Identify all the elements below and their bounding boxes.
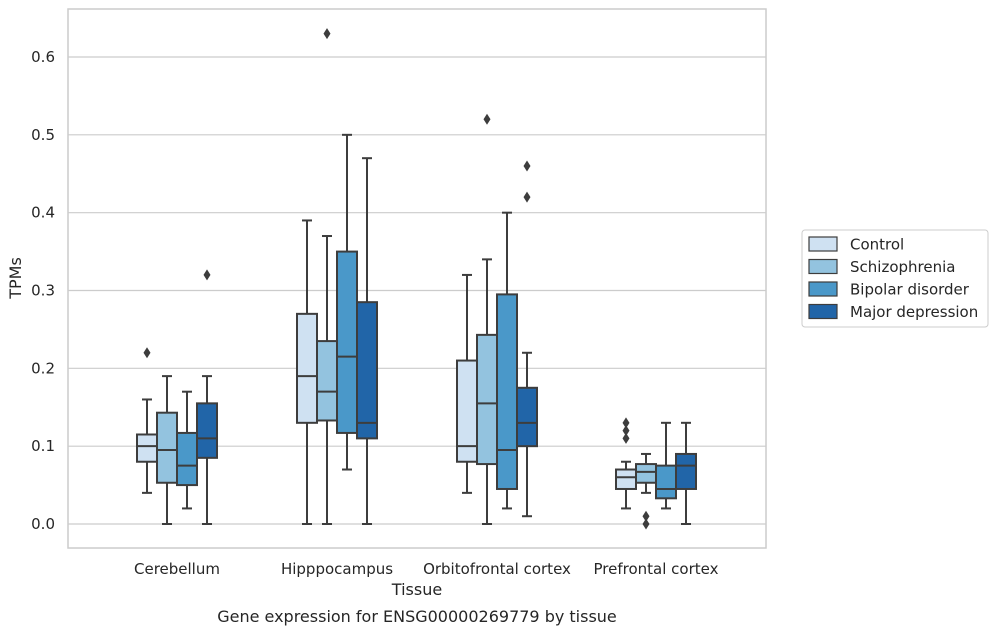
- box-plot-item: [316, 28, 338, 525]
- outlier-point: [642, 510, 650, 522]
- outlier-point: [642, 518, 650, 530]
- box-iqr: [336, 250, 358, 434]
- box-iqr: [156, 411, 178, 484]
- y-tick-label: 0.0: [31, 515, 55, 533]
- legend-item: Major depression: [808, 303, 978, 321]
- box-iqr: [196, 402, 218, 459]
- outlier-point: [143, 347, 151, 359]
- box-plot-item: [336, 133, 358, 471]
- box-iqr: [655, 464, 677, 500]
- legend-swatch: [808, 236, 838, 252]
- y-tick-label: 0.2: [31, 359, 55, 377]
- y-tick-label: 0.3: [31, 282, 55, 300]
- legend-label: Major depression: [850, 303, 978, 321]
- outlier-point: [622, 417, 630, 429]
- box-plot-item: [136, 347, 158, 494]
- x-tick-label: Hipppocampus: [281, 560, 393, 578]
- box-iqr: [176, 431, 198, 487]
- box-plot-item: [196, 269, 218, 525]
- outlier-point: [483, 113, 491, 125]
- y-tick-label: 0.4: [31, 204, 55, 222]
- box-plot-item: [176, 390, 198, 510]
- box-iqr: [675, 452, 697, 490]
- x-tick-label: Orbitofrontal cortex: [423, 560, 571, 578]
- outlier-point: [523, 191, 531, 203]
- legend-swatch: [808, 258, 838, 275]
- legend: Control Schizophrenia Bipolar disorder Majo…: [801, 229, 989, 328]
- box-iqr: [136, 433, 158, 463]
- outlier-point: [323, 28, 331, 40]
- y-tick-label: 0.6: [31, 48, 55, 66]
- legend-item: Schizophrenia: [808, 258, 955, 276]
- box-iqr: [316, 340, 338, 422]
- y-tick-label: 0.5: [31, 126, 55, 144]
- legend-frame: [801, 229, 989, 328]
- box-iqr: [615, 468, 637, 490]
- legend-label: Bipolar disorder: [850, 281, 970, 299]
- outlier-point: [622, 425, 630, 437]
- box-iqr: [296, 312, 318, 424]
- outlier-point: [203, 269, 211, 281]
- box-iqr: [476, 333, 498, 466]
- legend-label: Schizophrenia: [850, 258, 955, 276]
- box-iqr: [635, 463, 657, 484]
- box-iqr: [516, 386, 538, 448]
- legend-swatch: [808, 281, 838, 297]
- box-plot-item: [675, 421, 697, 525]
- box-plot-item: [496, 211, 518, 510]
- box-plot-item: [456, 273, 478, 494]
- x-axis-label: Tissue: [391, 580, 442, 599]
- box-plot-item: [156, 375, 178, 525]
- box-plot-item: [615, 417, 637, 510]
- box-plot-item: [635, 452, 657, 530]
- box-plot-item: [296, 219, 318, 525]
- boxes-layer: [136, 28, 697, 530]
- legend-label: Control: [850, 236, 904, 254]
- box-iqr: [356, 301, 378, 440]
- outlier-point: [523, 160, 531, 172]
- legend-item: Bipolar disorder: [808, 281, 970, 299]
- x-tick-label: Cerebellum: [134, 560, 220, 578]
- box-plot-item: [516, 160, 538, 518]
- box-plot-item: [655, 421, 677, 510]
- outlier-point: [622, 432, 630, 444]
- legend-item: Control: [808, 236, 904, 254]
- chart-caption: Gene expression for ENSG00000269779 by t…: [217, 607, 617, 626]
- legend-swatch: [808, 303, 838, 320]
- x-tick-label: Prefrontal cortex: [594, 560, 719, 578]
- box-plot-item: [476, 113, 498, 525]
- y-tick-label: 0.1: [31, 437, 55, 455]
- y-tick-labels: 0.0 0.1 0.2 0.3 0.4 0.5 0.6: [31, 48, 55, 533]
- plot-frame: [67, 8, 767, 549]
- x-tick-labels: Cerebellum Hipppocampus Orbitofrontal cort…: [134, 560, 719, 578]
- box-iqr: [496, 293, 518, 490]
- y-axis-label: TPMs: [6, 257, 25, 300]
- box-plot-item: [356, 157, 378, 525]
